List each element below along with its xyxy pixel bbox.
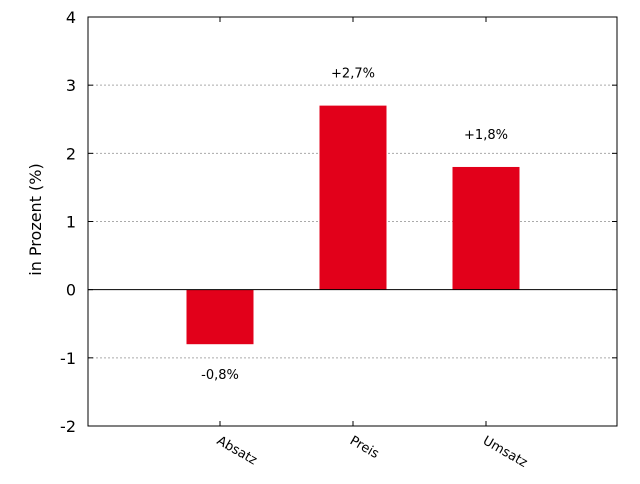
x-tick-label-preis: Preis [347, 433, 382, 462]
y-tick-label: 0 [66, 281, 76, 300]
bars [186, 105, 520, 345]
y-tick-label: 3 [66, 76, 76, 95]
bar-umsatz [452, 166, 520, 290]
bar-absatz [186, 289, 254, 345]
y-tick-label: 2 [66, 144, 76, 163]
data-labels: -0,8% +2,7% +1,8% [201, 67, 508, 384]
x-tick-label-absatz: Absatz [214, 433, 260, 468]
y-tick-label: 4 [66, 8, 76, 27]
data-label-preis: +2,7% [331, 67, 375, 82]
y-axis-ticks: -2 -1 0 1 2 3 4 [60, 8, 617, 436]
bar-preis [319, 105, 387, 290]
y-axis-label: in Prozent (%) [26, 163, 45, 275]
y-tick-label: 1 [66, 213, 76, 232]
y-tick-label: -1 [60, 349, 76, 368]
y-tick-label: -2 [60, 417, 76, 436]
data-label-umsatz: +1,8% [464, 128, 508, 143]
x-tick-label-umsatz: Umsatz [480, 433, 530, 470]
data-label-absatz: -0,8% [201, 368, 239, 383]
